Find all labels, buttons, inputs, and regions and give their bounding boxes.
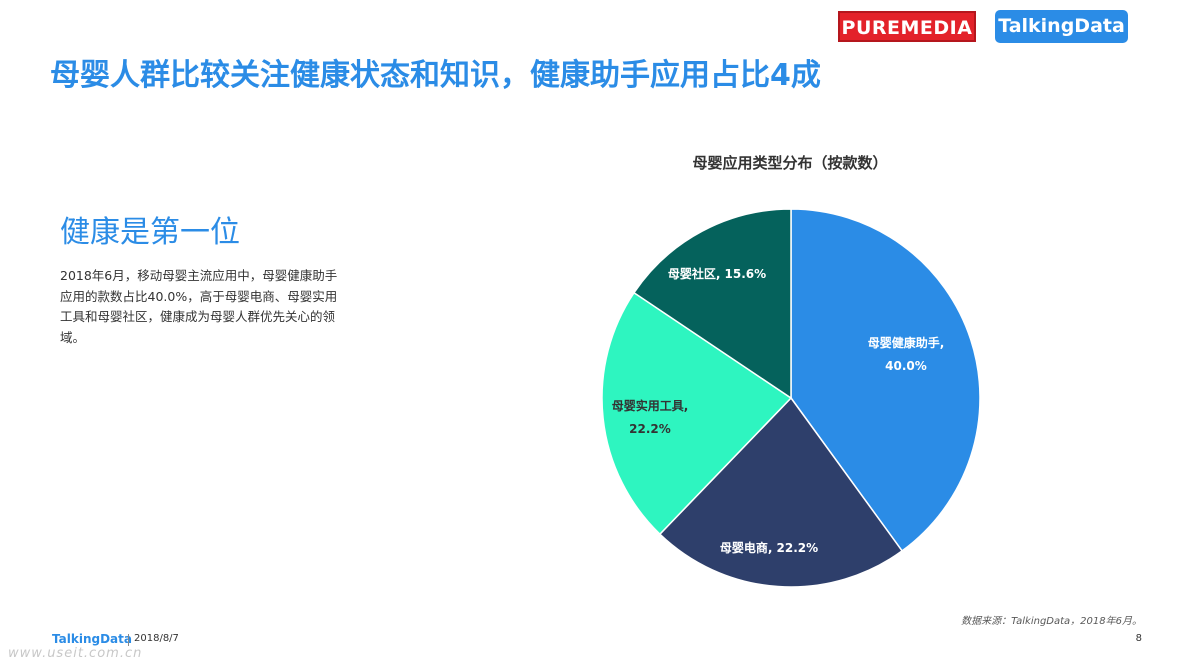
watermark: www.useit.com.cn <box>8 646 143 661</box>
chart-title: 母婴应用类型分布（按款数） <box>692 154 888 172</box>
body-paragraph: 2018年6月，移动母婴主流应用中，母婴健康助手应用的款数占比40.0%，高于母… <box>60 268 338 345</box>
page-number: 8 <box>1135 633 1142 644</box>
footer-brand: TalkingData <box>52 632 132 646</box>
data-source-note: 数据来源：TalkingData，2018年6月。 <box>961 616 1142 627</box>
pie-chart: 母婴健康助手, 40.0% 母婴电商, 22.2% 母婴实用工具, 22.2% 母婴社区,… <box>601 208 981 588</box>
talkingdata-logo: TalkingData <box>995 10 1128 43</box>
slice-label-2: 母婴电商, 22.2% <box>720 540 818 555</box>
pie-slice-4 <box>632 208 792 400</box>
slice-label-1: 母婴健康助手, 40.0% <box>868 335 945 373</box>
pie-slice-3 <box>601 291 793 536</box>
slice-label-4: 母婴社区, 15.6% <box>668 266 766 281</box>
pie-slice-1 <box>790 208 981 552</box>
footer-divider <box>128 634 129 646</box>
slice-label-3: 母婴实用工具, 22.2% <box>612 398 689 436</box>
pie-slice-2 <box>658 396 904 588</box>
page-title: 母婴人群比较关注健康状态和知识，健康助手应用占比4成 <box>50 58 821 93</box>
footer-date: 2018/8/7 <box>134 633 179 644</box>
section-heading: 健康是第一位 <box>60 215 240 250</box>
puremedia-logo: PUREMEDIA <box>838 11 976 42</box>
